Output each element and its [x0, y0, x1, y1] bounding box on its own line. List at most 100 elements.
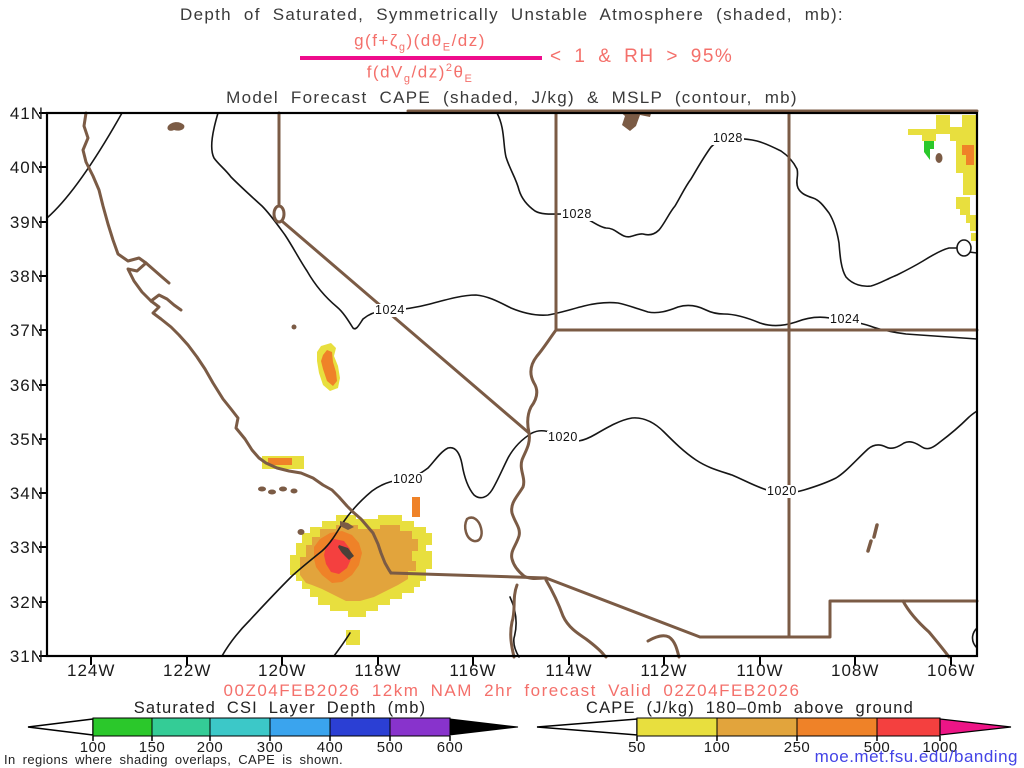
channel-island-3	[279, 486, 287, 492]
lat-label-39n: 39N	[9, 213, 44, 232]
shading-top-right-patch	[908, 115, 977, 241]
cape-seg-3	[796, 717, 878, 737]
mexico-border	[389, 571, 979, 639]
contour-1024	[210, 112, 978, 340]
csi-seg-5	[329, 717, 391, 737]
contour-label-1028-a: 1028	[712, 131, 744, 145]
cape-bar-left-arrow	[536, 718, 638, 736]
csi-tick-400: 400	[316, 739, 344, 756]
tr-orange-cell	[962, 145, 974, 165]
sonora-coast	[544, 578, 681, 659]
contour-label-1024-a: 1024	[374, 303, 406, 317]
channel-island-2	[268, 489, 276, 495]
forecast-valid-line: 00Z04FEB2026 12km NAM 2hr forecast Valid…	[223, 681, 801, 700]
contour-1028-closed-cell	[956, 239, 972, 257]
csi-seg-2	[151, 717, 211, 737]
tr-yellow-5	[971, 233, 977, 241]
salton-sea	[464, 516, 483, 543]
channel-island-5	[297, 529, 305, 535]
lon-label-112w: 112W	[640, 661, 688, 680]
csi-seg-4	[269, 717, 331, 737]
channel-island-1	[258, 486, 266, 492]
csi-tick-200: 200	[196, 739, 224, 756]
csi-tick-600: 600	[436, 739, 464, 756]
formula-denominator: f(dVg/dz)2θE	[366, 62, 474, 86]
catalina-island	[340, 521, 354, 530]
tr-yellow-4	[966, 215, 977, 231]
tr-yellow-3	[956, 197, 970, 215]
lat-label-35n: 35N	[9, 430, 44, 449]
utah-lake-dot	[935, 153, 943, 163]
cape-ptc-orange	[268, 458, 292, 465]
state-border-ca-nv	[277, 111, 531, 435]
formula-numerator: g(f+ζg)(dθE/dz)	[354, 31, 486, 54]
map-frame	[45, 111, 979, 658]
website-link[interactable]: moe.met.fsu.edu/banding	[814, 747, 1018, 766]
lon-label-120w: 120W	[258, 661, 307, 680]
sf-bay-detail	[144, 261, 183, 312]
cape-tick-250: 250	[783, 739, 811, 756]
contour-label-1028-b: 1028	[561, 207, 593, 221]
cape-seg-1	[636, 717, 718, 737]
small-lake	[291, 324, 297, 330]
colorado-river-border	[510, 328, 558, 580]
csi-bar-right-arrow	[449, 718, 519, 736]
csi-colorbar	[27, 717, 519, 741]
cape-river-dash	[412, 497, 420, 517]
lat-label-37n: 37N	[9, 321, 44, 340]
contour-label-1020-a: 1020	[547, 430, 579, 444]
channel-island-4	[290, 488, 298, 494]
cape-tick-500: 500	[863, 739, 891, 756]
csi-green-cell	[924, 141, 934, 160]
lat-label-40n: 40N	[9, 158, 44, 177]
lon-label-110w: 110W	[736, 661, 784, 680]
lon-label-114w: 114W	[545, 661, 593, 680]
csi-bar-left-arrow	[27, 718, 94, 736]
csi-colorbar-title: Saturated CSI Layer Depth (mb)	[133, 699, 427, 717]
cape-bar-right-arrow	[939, 718, 1012, 736]
page-title: Depth of Saturated, Symmetrically Unstab…	[180, 5, 844, 24]
cape-seg-4	[876, 717, 941, 737]
cape-tick-1000: 1000	[922, 739, 958, 756]
csi-tick-300: 300	[256, 739, 284, 756]
lon-label-108w: 108W	[831, 661, 880, 680]
cape-socal-detached-cell	[346, 630, 360, 645]
cape-seg-2	[716, 717, 798, 737]
csi-tick-150: 150	[138, 739, 166, 756]
contour-label-1020-b: 1020	[392, 472, 424, 486]
csi-tick-500: 500	[376, 739, 404, 756]
contour-1028-norcal	[46, 112, 123, 219]
overlap-note: In regions where shading overlaps, CAPE …	[4, 752, 344, 767]
california-coastline	[81, 111, 393, 575]
cape-colorbar	[536, 717, 1012, 741]
axis-ticks	[39, 112, 952, 665]
fraction-bar	[300, 56, 542, 60]
baja-gulf-coast	[509, 583, 519, 659]
rio-grande	[901, 599, 951, 659]
contour-label-1020-c: 1020	[766, 484, 798, 498]
cape-bar-ticks	[636, 736, 941, 741]
lat-label-33n: 33N	[9, 538, 44, 557]
honey-lake	[167, 122, 185, 131]
cape-shading-central-valley	[317, 343, 340, 391]
contour-stub-south	[333, 632, 351, 657]
san-clemente-island	[338, 545, 354, 560]
csi-bar-ticks	[92, 736, 451, 741]
lon-label-122w: 122W	[163, 661, 212, 680]
lon-label-124w: 124W	[67, 661, 116, 680]
lat-label-36n: 36N	[9, 376, 44, 395]
lat-label-32n: 32N	[9, 593, 44, 612]
contour-label-1024-b: 1024	[829, 312, 861, 326]
tr-yellow-arm	[908, 129, 936, 141]
contour-right-stub	[971, 627, 978, 649]
lat-label-38n: 38N	[9, 267, 44, 286]
contour-1020	[221, 410, 978, 657]
csi-seg-6	[389, 717, 451, 737]
cape-tick-50: 50	[628, 739, 646, 756]
lon-label-118w: 118W	[354, 661, 402, 680]
csi-seg-3	[209, 717, 271, 737]
great-salt-lake	[618, 110, 652, 131]
cape-tick-100: 100	[703, 739, 731, 756]
map-subtitle: Model Forecast CAPE (shaded, J/kg) & MSL…	[226, 88, 798, 107]
